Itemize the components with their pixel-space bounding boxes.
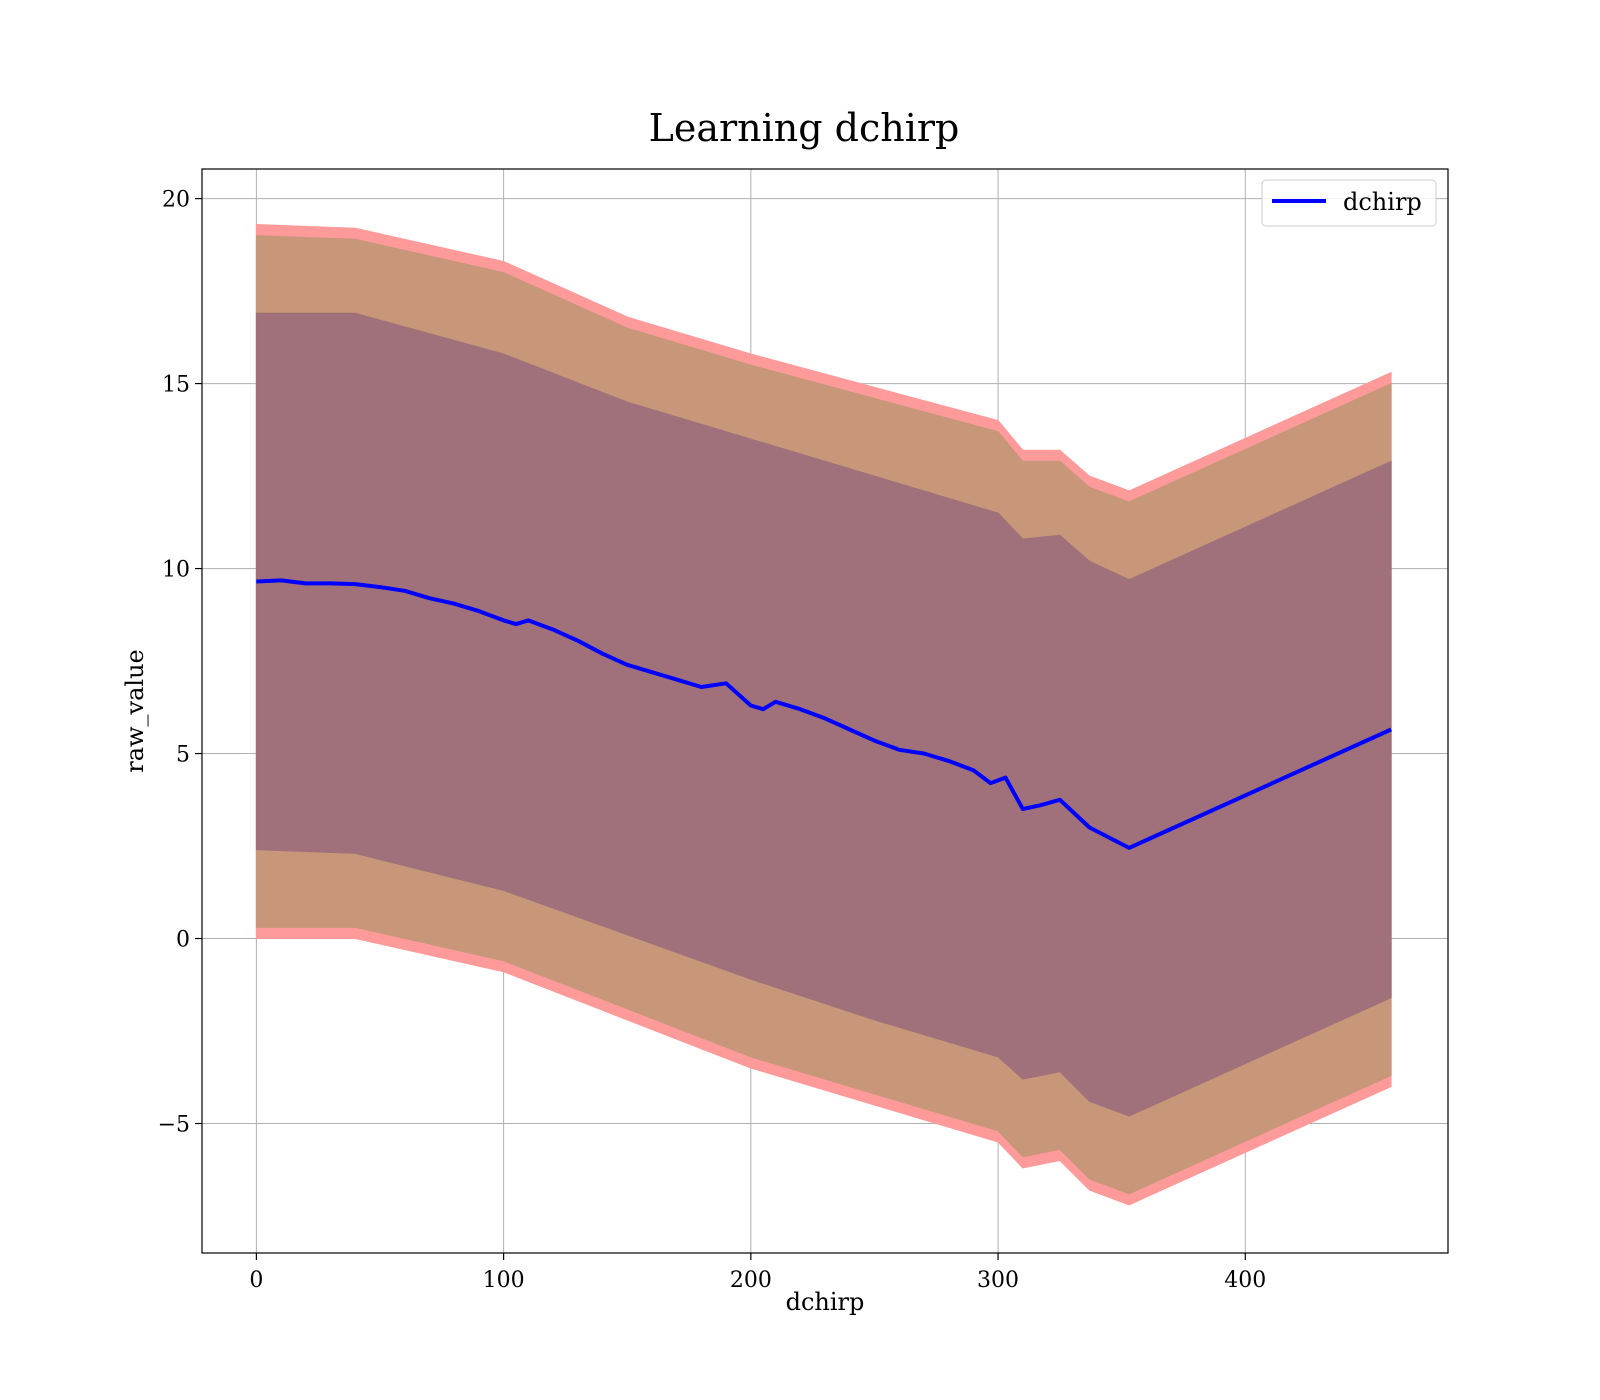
plot-frame <box>201 168 1449 1254</box>
y-tick-label: 15 <box>162 373 190 398</box>
x-tick-label: 400 <box>1224 1268 1266 1293</box>
y-tick-label: −5 <box>158 1113 190 1138</box>
y-axis-label: raw_value <box>121 649 149 773</box>
x-tick-label: 300 <box>977 1268 1019 1293</box>
legend-box <box>1261 179 1437 227</box>
y-tick-label: 10 <box>162 558 190 583</box>
chart-title: Learning dchirp <box>649 106 960 150</box>
x-tick-label: 100 <box>483 1268 525 1293</box>
series-line-dchirp <box>256 578 1392 850</box>
y-axis-ticks: −5 0 5 10 15 20 <box>158 188 202 1138</box>
legend-label-dchirp: dchirp <box>1343 188 1422 216</box>
y-tick-label: 20 <box>162 188 190 213</box>
legend: dchirp <box>1261 179 1437 227</box>
x-axis-ticks: 0 100 200 300 400 <box>249 1253 1266 1293</box>
y-tick-label: 0 <box>176 928 190 953</box>
x-axis-label: dchirp <box>786 1288 865 1316</box>
plot-area <box>201 168 1449 1254</box>
band-inner <box>255 312 1392 1117</box>
y-tick-label: 5 <box>176 743 190 768</box>
confidence-bands <box>255 223 1392 1206</box>
x-tick-label: 0 <box>249 1268 263 1293</box>
x-tick-label: 200 <box>730 1268 772 1293</box>
